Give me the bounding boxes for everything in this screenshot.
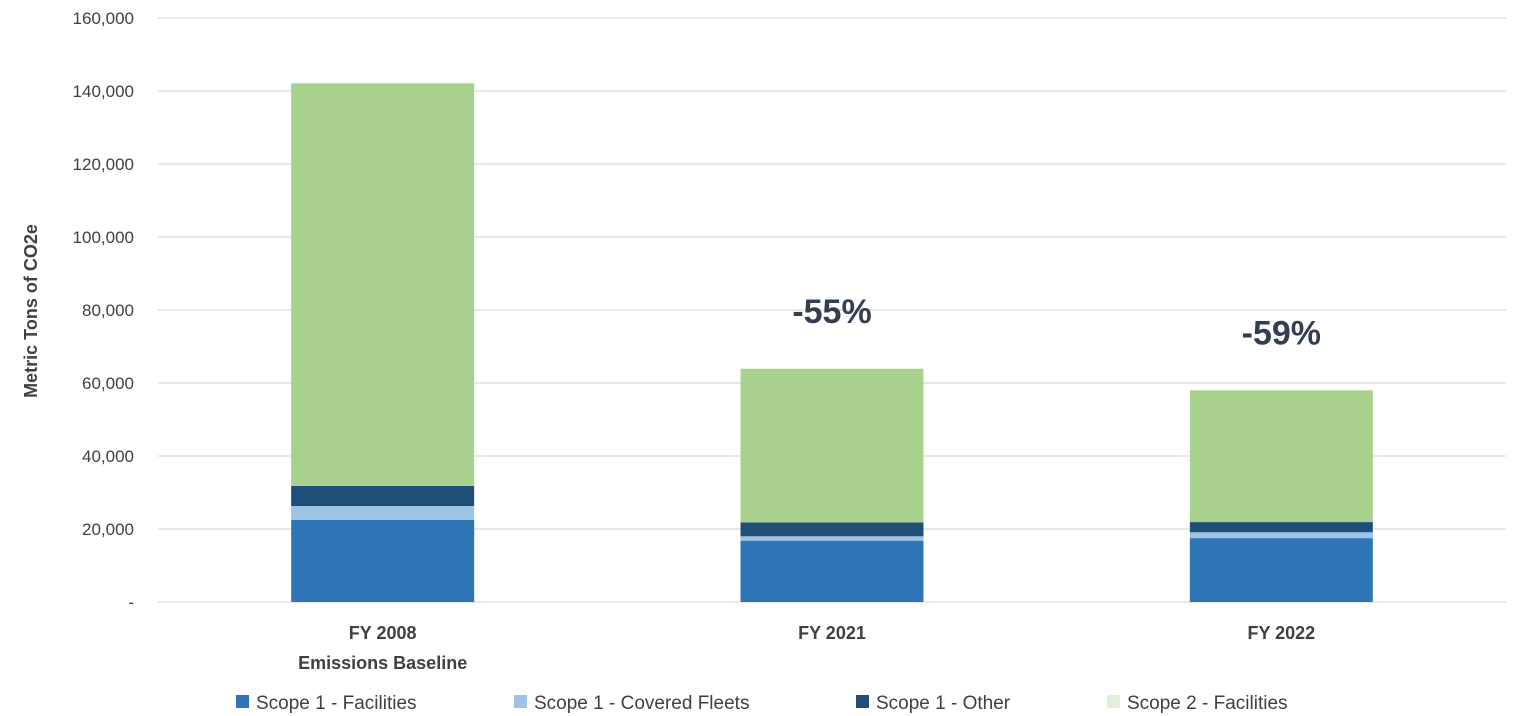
bar-segment: [740, 368, 924, 523]
bar-segment: [291, 519, 475, 602]
legend-swatch: [1107, 695, 1120, 708]
y-tick-label: 40,000: [82, 447, 134, 466]
y-axis-title: Metric Tons of CO2e: [21, 224, 41, 398]
y-tick-label: 60,000: [82, 374, 134, 393]
bar-segment: [291, 485, 475, 507]
bar-segment: [291, 506, 475, 520]
stacked-bars: [291, 83, 1373, 602]
x-category-label: FY 2008 Emissions Baseline: [298, 623, 467, 673]
y-tick-label: 160,000: [73, 9, 134, 28]
y-tick-label: 140,000: [73, 82, 134, 101]
bar-segment: [291, 83, 475, 486]
reduction-annotations: -55% -59%: [792, 293, 1321, 353]
y-tick-label: 80,000: [82, 301, 134, 320]
bar-segment: [740, 522, 924, 537]
y-tick-label: -: [128, 593, 134, 612]
legend-swatch: [856, 695, 869, 708]
bar-segment: [1189, 532, 1373, 539]
bar-segment: [1189, 538, 1373, 602]
reduction-annotation: -55%: [792, 293, 871, 331]
bar-segment: [740, 536, 924, 541]
legend-label: Scope 1 - Covered Fleets: [534, 693, 749, 714]
x-category-label: FY 2021: [798, 623, 866, 643]
legend: Scope 1 - Facilities Scope 1 - Covered Fl…: [236, 693, 1288, 714]
x-axis-category-labels: FY 2008 Emissions Baseline FY 2021 FY 2022: [298, 623, 1315, 673]
legend-label: Scope 1 - Other: [876, 693, 1011, 714]
bar-segment: [1189, 390, 1373, 523]
y-tick-label: 120,000: [73, 155, 134, 174]
bar-segment: [740, 540, 924, 602]
y-tick-label: 100,000: [73, 228, 134, 247]
y-axis-tick-labels: - 20,000 40,000 60,000 80,000 100,000 120,000 1…: [73, 9, 134, 612]
x-category-label: FY 2022: [1247, 623, 1315, 643]
y-tick-label: 20,000: [82, 520, 134, 539]
legend-label: Scope 2 - Facilities: [1127, 693, 1288, 714]
legend-swatch: [236, 695, 249, 708]
legend-swatch: [514, 695, 527, 708]
legend-label: Scope 1 - Facilities: [256, 693, 417, 714]
reduction-annotation: -59%: [1242, 314, 1321, 352]
bar-segment: [1189, 522, 1373, 533]
